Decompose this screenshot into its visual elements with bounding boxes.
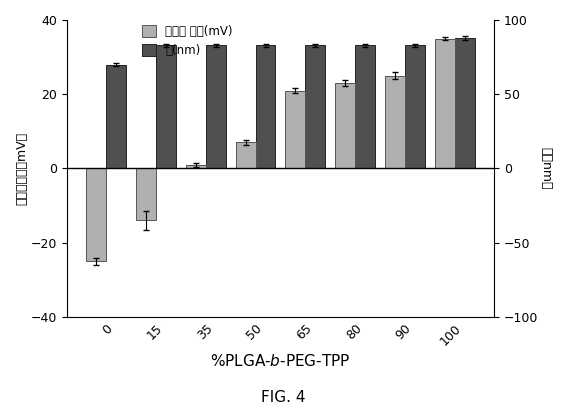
Bar — [256, 45, 276, 169]
Y-axis label: ゼータ電位（mV）: ゼータ電位（mV） — [15, 132, 28, 205]
Legend: ゼータ 電位(mV), 径(nm): ゼータ 電位(mV), 径(nm) — [137, 20, 238, 61]
Bar — [335, 83, 355, 169]
Bar — [355, 45, 375, 169]
Bar — [306, 45, 325, 169]
Text: FIG. 4: FIG. 4 — [261, 390, 306, 405]
Bar — [385, 76, 405, 169]
Bar — [136, 169, 156, 220]
Bar — [106, 65, 126, 169]
Bar — [236, 142, 256, 169]
Bar — [285, 90, 306, 169]
Bar — [156, 45, 176, 169]
X-axis label: %PLGA-$b$-PEG-TPP: %PLGA-$b$-PEG-TPP — [210, 353, 351, 369]
Bar — [206, 45, 226, 169]
Bar — [455, 38, 475, 169]
Bar — [186, 165, 206, 169]
Bar — [405, 45, 425, 169]
Bar — [86, 169, 106, 261]
Bar — [435, 38, 455, 169]
Y-axis label: 径（nm）: 径（nm） — [539, 147, 552, 190]
